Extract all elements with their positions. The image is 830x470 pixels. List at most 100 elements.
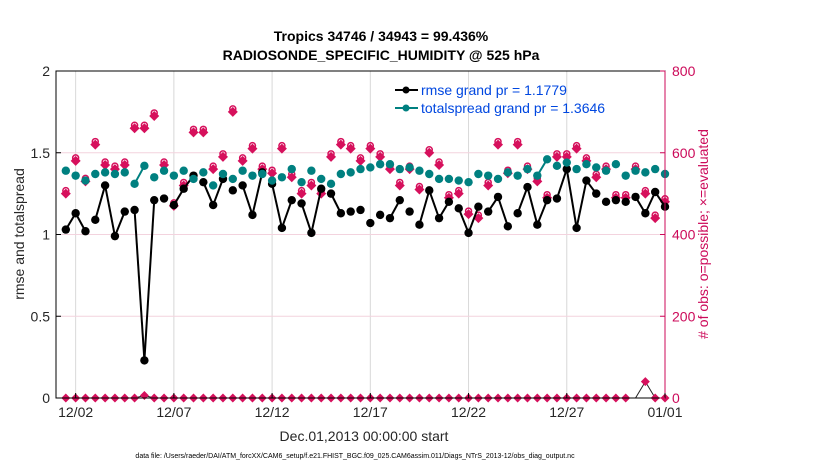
rmse-line-segment xyxy=(516,186,529,214)
spread-point xyxy=(444,174,454,184)
x-tick-label: 12/27 xyxy=(549,404,584,420)
rmse-line-segment xyxy=(114,211,126,237)
spread-point xyxy=(611,159,621,169)
spread-point xyxy=(130,179,139,189)
spread-point xyxy=(189,174,198,184)
obs-evaluated-marker xyxy=(640,188,651,199)
y-tick-label: 0 xyxy=(42,390,50,406)
rmse-point xyxy=(140,356,149,365)
rmse-point xyxy=(366,218,375,228)
rmse-point xyxy=(650,187,660,197)
spread-point xyxy=(346,168,355,177)
rmse-point xyxy=(100,181,110,190)
obs-evaluated-marker xyxy=(100,160,111,171)
spread-point xyxy=(307,166,316,175)
spread-point xyxy=(317,174,326,184)
rmse-point xyxy=(503,222,513,231)
obs-count-marker xyxy=(640,377,650,387)
spread-point xyxy=(621,171,630,180)
rmse-point xyxy=(493,192,503,202)
obs-evaluated-marker xyxy=(355,155,366,166)
rmse-line-segment xyxy=(251,172,264,216)
rmse-point xyxy=(454,204,463,213)
rmse-point xyxy=(562,164,571,174)
obs-evaluated-marker xyxy=(365,143,376,154)
rmse-point xyxy=(444,197,454,206)
spread-point xyxy=(572,164,581,174)
obs-evaluated-marker xyxy=(463,209,474,220)
rmse-line-segment xyxy=(271,183,283,229)
rmse-point xyxy=(61,225,71,234)
rmse-point xyxy=(287,195,296,205)
y-tick-label: 1.5 xyxy=(31,145,51,161)
y2-tick-label: 400 xyxy=(672,227,696,243)
spread-point xyxy=(375,159,385,169)
rmse-point xyxy=(425,186,434,195)
obs-evaluated-marker xyxy=(119,160,130,171)
rmse-point xyxy=(572,223,581,233)
obs-evaluated-marker xyxy=(90,139,101,150)
spread-point xyxy=(81,176,90,185)
rmse-point xyxy=(307,228,316,238)
rmse-point xyxy=(592,189,601,198)
spread-point xyxy=(464,177,473,187)
spread-point xyxy=(258,169,267,179)
rmse-point xyxy=(277,223,287,233)
spread-point xyxy=(248,171,257,180)
spread-point xyxy=(140,161,149,171)
rmse-line-segment xyxy=(94,185,107,221)
rmse-point xyxy=(91,215,100,224)
spread-point xyxy=(582,159,591,169)
rmse-line-segment xyxy=(143,200,156,361)
spread-point xyxy=(542,155,552,164)
x-tick-label: 12/12 xyxy=(255,404,290,420)
x-tick-label: 12/02 xyxy=(58,404,93,420)
y-axis-label: rmse and totalspread xyxy=(11,168,27,300)
rmse-point xyxy=(611,195,621,205)
rmse-point xyxy=(621,197,630,206)
rmse-line-segment xyxy=(575,180,588,229)
obs-evaluated-marker xyxy=(345,143,356,154)
rmse-line-segment xyxy=(310,188,323,234)
rmse-point xyxy=(120,207,129,216)
rmse-point xyxy=(405,207,414,216)
rmse-point xyxy=(542,195,552,205)
y-tick-label: 1 xyxy=(42,227,50,243)
rmse-line-segment xyxy=(133,209,146,361)
spread-point xyxy=(208,181,218,190)
spread-point xyxy=(326,179,336,189)
legend: rmse grand pr = 1.1779 totalspread grand… xyxy=(395,82,605,116)
spread-point xyxy=(474,169,483,179)
rmse-point xyxy=(533,220,542,229)
rmse-line-segment xyxy=(428,190,441,219)
obs-evaluated-marker xyxy=(493,139,504,150)
spread-point xyxy=(179,166,188,175)
obs-evaluated-marker xyxy=(198,127,209,138)
spread-point xyxy=(91,169,100,179)
rmse-point xyxy=(297,199,306,208)
spread-point xyxy=(169,171,179,180)
rmse-point xyxy=(317,184,326,193)
obs-evaluated-marker xyxy=(512,139,523,150)
spread-point xyxy=(228,174,238,184)
spread-point xyxy=(100,168,110,177)
spread-point xyxy=(415,166,424,175)
rmse-point xyxy=(385,213,395,223)
rmse-point xyxy=(552,194,562,203)
rmse-line-segment xyxy=(241,185,254,216)
legend-spread-label: totalspread grand pr = 1.3646 xyxy=(421,100,605,116)
obs-evaluated-marker xyxy=(375,151,386,162)
rmse-point xyxy=(179,184,188,193)
legend-rmse-marker xyxy=(402,86,410,94)
rmse-line-segment xyxy=(280,199,293,229)
obs-evaluated-marker xyxy=(247,143,258,154)
spread-point xyxy=(641,168,650,177)
obs-evaluated-marker xyxy=(453,188,464,199)
obs-evaluated-marker xyxy=(571,143,582,154)
obs-evaluated-marker xyxy=(483,180,494,191)
obs-evaluated-marker xyxy=(237,155,248,166)
spread-point xyxy=(297,177,306,187)
grid-lines xyxy=(56,71,665,398)
rmse-line-segment xyxy=(300,203,313,234)
